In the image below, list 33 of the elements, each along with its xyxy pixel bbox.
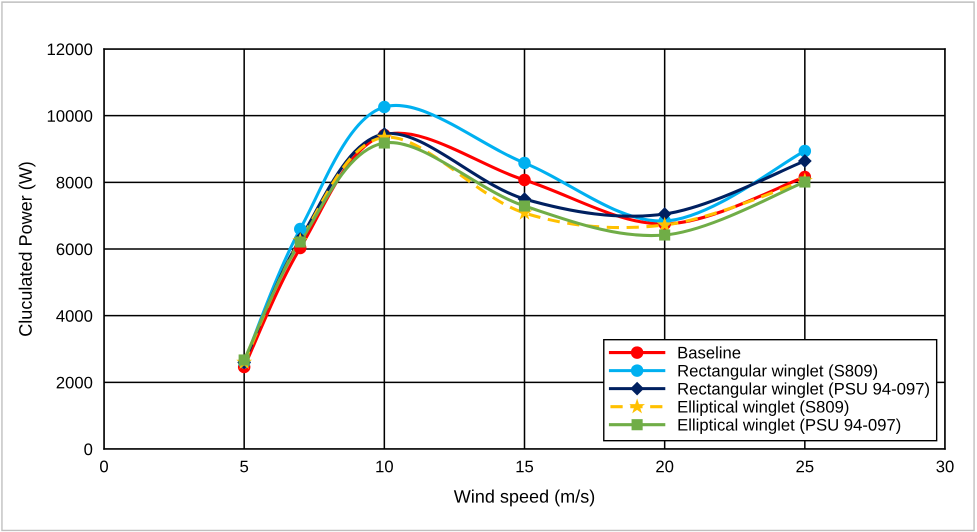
y-tick-label: 12000 (48, 43, 92, 56)
x-tick-label: 0 (100, 460, 108, 472)
point (518, 200, 530, 212)
point (798, 154, 812, 168)
y-tick-label: 2000 (56, 376, 92, 389)
y-tick-label: 4000 (56, 310, 92, 322)
point (658, 207, 672, 221)
x-tick-label: 30 (936, 460, 954, 472)
point (659, 229, 670, 241)
point (294, 222, 306, 236)
legend-label: Elliptical winglet (S809) (678, 400, 848, 416)
y-tick-label: 10000 (48, 110, 92, 122)
point (518, 156, 531, 170)
x-axis-title: Wind speed (m/s) (454, 490, 594, 506)
x-tick-label: 20 (656, 460, 674, 472)
y-axis-title: Cluculated Power (W) (18, 162, 36, 336)
x-tick-label: 5 (240, 460, 248, 472)
x-tick-label: 15 (516, 460, 534, 472)
legend-label: Rectangular winglet (S809) (678, 364, 878, 380)
y-tick-label: 0 (84, 443, 92, 456)
point (518, 174, 531, 186)
legend-label: Rectangular winglet (PSU 94-097) (678, 382, 929, 398)
point (378, 100, 391, 114)
x-tick-label: 25 (796, 460, 814, 472)
legend-label: Elliptical winglet (PSU 94-097) (678, 418, 900, 434)
point (378, 137, 390, 149)
y-tick-label: 6000 (56, 243, 92, 256)
legend-label: Baseline (678, 346, 740, 359)
point (799, 176, 810, 188)
point (294, 236, 306, 248)
point (798, 144, 812, 158)
x-tick-label: 10 (376, 460, 393, 472)
y-tick-label: 8000 (56, 176, 92, 189)
